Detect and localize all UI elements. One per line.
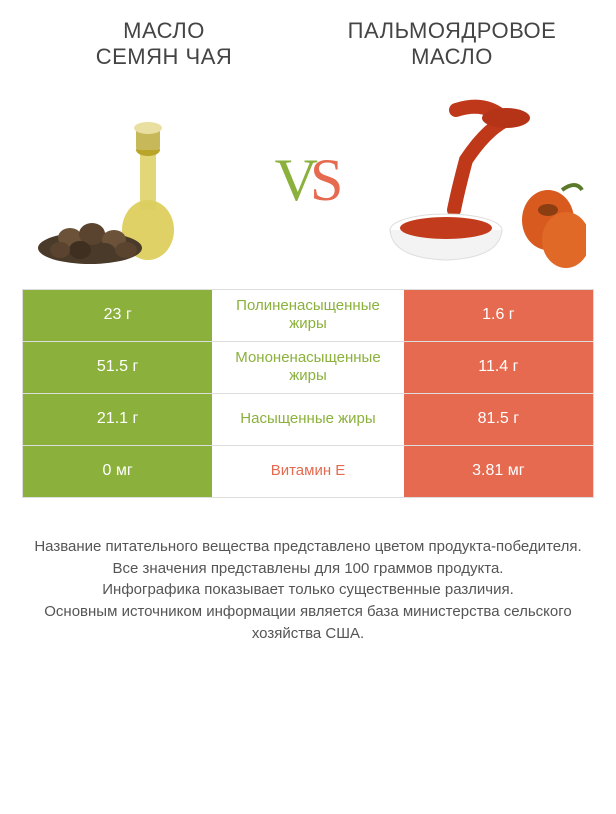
left-title-line2: СЕМЯН ЧАЯ <box>20 44 308 70</box>
palm-kernel-oil-icon <box>366 90 586 270</box>
table-row: 0 мг Витамин E 3.81 мг <box>23 445 593 497</box>
table-row: 23 г Полиненасыщенные жиры 1.6 г <box>23 289 593 341</box>
left-product-image <box>30 90 250 270</box>
comparison-table: 23 г Полиненасыщенные жиры 1.6 г 51.5 г … <box>22 289 594 498</box>
left-value: 23 г <box>23 290 212 341</box>
footnote-line: Название питательного вещества представл… <box>24 536 592 558</box>
left-product-title: МАСЛО СЕМЯН ЧАЯ <box>20 18 308 71</box>
right-product-title: ПАЛЬМОЯДРОВОЕ МАСЛО <box>308 18 596 71</box>
vs-s: S <box>310 147 341 213</box>
tea-seed-oil-icon <box>30 90 250 270</box>
images-row: VS <box>0 79 616 289</box>
table-row: 51.5 г Мононенасыщенные жиры 11.4 г <box>23 341 593 393</box>
nutrient-name: Витамин E <box>212 446 404 497</box>
vs-badge: VS <box>275 146 342 215</box>
left-value: 51.5 г <box>23 342 212 393</box>
right-title-line2: МАСЛО <box>308 44 596 70</box>
table-row: 21.1 г Насыщенные жиры 81.5 г <box>23 393 593 445</box>
right-value: 3.81 мг <box>404 446 593 497</box>
right-product-image <box>366 90 586 270</box>
footnote-line: Инфографика показывает только существенн… <box>24 579 592 601</box>
nutrient-name: Мононенасыщенные жиры <box>212 342 404 393</box>
left-value: 0 мг <box>23 446 212 497</box>
left-title-line1: МАСЛО <box>20 18 308 44</box>
footnote-line: Основным источником информации является … <box>24 601 592 645</box>
right-value: 81.5 г <box>404 394 593 445</box>
footnote: Название питательного вещества представл… <box>24 536 592 645</box>
nutrient-name: Полиненасыщенные жиры <box>212 290 404 341</box>
header: МАСЛО СЕМЯН ЧАЯ ПАЛЬМОЯДРОВОЕ МАСЛО <box>0 0 616 79</box>
right-value: 1.6 г <box>404 290 593 341</box>
right-value: 11.4 г <box>404 342 593 393</box>
footnote-line: Все значения представлены для 100 граммо… <box>24 558 592 580</box>
left-value: 21.1 г <box>23 394 212 445</box>
right-title-line1: ПАЛЬМОЯДРОВОЕ <box>308 18 596 44</box>
nutrient-name: Насыщенные жиры <box>212 394 404 445</box>
